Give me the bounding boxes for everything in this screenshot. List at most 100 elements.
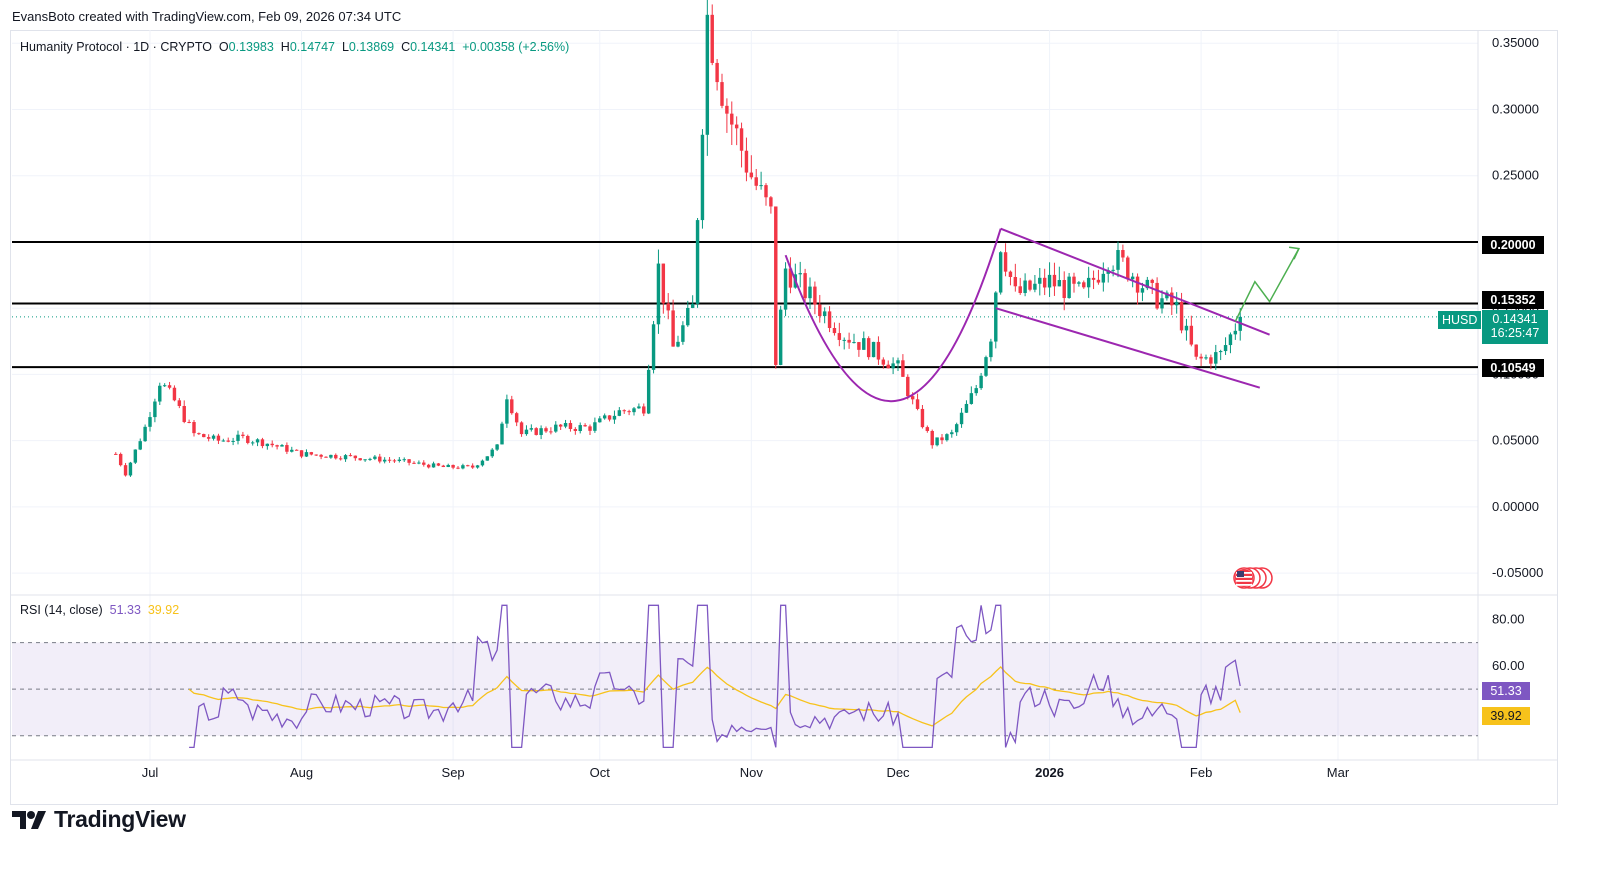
- candle-body: [422, 462, 426, 465]
- time-tick-label: Oct: [590, 765, 611, 780]
- open-label: O: [218, 40, 229, 54]
- close-label: C: [401, 40, 411, 54]
- candle-body: [514, 413, 519, 423]
- candle-body: [1101, 273, 1106, 283]
- rsi-tick-label: 80.00: [1492, 611, 1525, 626]
- candle-body: [382, 459, 387, 462]
- candle-body: [177, 400, 182, 406]
- candle-body: [954, 424, 959, 433]
- candle-body: [534, 428, 538, 435]
- candle-body: [852, 342, 856, 344]
- candle-body: [1135, 276, 1140, 293]
- brand-logo[interactable]: TradingView: [12, 806, 186, 833]
- candle-body: [994, 292, 998, 342]
- time-tick-label: Aug: [290, 765, 313, 780]
- candle-body: [959, 412, 964, 425]
- rsi-label[interactable]: RSI (14, close): [20, 603, 103, 617]
- candle-body: [1023, 280, 1027, 294]
- candle-body: [979, 375, 983, 389]
- candle-body: [549, 431, 553, 433]
- candle-body: [1052, 274, 1057, 287]
- candle-body: [827, 311, 832, 329]
- candle-body: [519, 422, 524, 435]
- price-tick-label: 0.05000: [1492, 433, 1539, 448]
- candle-body: [1067, 276, 1071, 299]
- candle-body: [915, 399, 920, 409]
- candle-body: [202, 434, 206, 438]
- candle-body: [832, 328, 837, 334]
- rsi-ma-value: 39.92: [147, 603, 180, 617]
- candle-body: [583, 425, 587, 427]
- attribution-text: EvansBoto created with TradingView.com, …: [12, 9, 402, 24]
- candle-body: [299, 450, 304, 457]
- projection-path: [1234, 248, 1300, 322]
- horizontal-levels: [12, 240, 1478, 369]
- projection-arrowhead: [1289, 246, 1301, 260]
- candle-body: [705, 14, 710, 135]
- candle-body: [627, 411, 631, 413]
- candle-body: [803, 273, 807, 299]
- candle-body: [211, 435, 216, 439]
- candle-body: [622, 410, 626, 412]
- candle-body: [837, 333, 842, 340]
- price-tick-label: 0.35000: [1492, 35, 1539, 50]
- candle-body: [808, 286, 812, 299]
- cup-pattern-curve: [784, 228, 1002, 403]
- candle-body: [1121, 250, 1125, 258]
- candle-body: [813, 286, 817, 305]
- candle-body: [231, 440, 235, 442]
- candle-body: [866, 338, 871, 358]
- candle-body: [348, 455, 353, 457]
- candle-body: [153, 401, 157, 418]
- candle-body: [368, 458, 372, 460]
- candle-body: [280, 445, 284, 447]
- candle-body: [554, 424, 558, 432]
- symbol-name[interactable]: Humanity Protocol · 1D · CRYPTO: [20, 40, 212, 54]
- flag-stripe: [1236, 584, 1252, 586]
- candle-body: [1199, 356, 1203, 359]
- price-tick-label: 0.00000: [1492, 499, 1539, 514]
- us-flag-icon[interactable]: [1233, 567, 1273, 589]
- grid-lines: [10, 30, 1558, 761]
- candle-body: [891, 363, 895, 369]
- ohlc-legend: Humanity Protocol · 1D · CRYPTO O0.13983…: [20, 40, 569, 54]
- rsi-legend: RSI (14, close) 51.33 39.92: [20, 603, 179, 617]
- candle-body: [646, 369, 651, 414]
- candle-body: [602, 415, 607, 419]
- candle-body: [1170, 292, 1174, 306]
- candle-body: [1018, 286, 1022, 294]
- candle-body: [1116, 250, 1120, 270]
- candle-body: [710, 14, 714, 63]
- candle-body: [544, 428, 548, 432]
- candle-body: [725, 105, 729, 114]
- candle-body: [822, 311, 827, 317]
- flag-stripe: [1236, 580, 1252, 582]
- candle-body: [197, 433, 201, 435]
- candle-body: [329, 454, 333, 458]
- candle-body: [1013, 276, 1018, 287]
- candle-body: [1150, 279, 1154, 283]
- candle-body: [1082, 282, 1086, 288]
- candle-body: [588, 426, 592, 431]
- candle-body: [260, 439, 265, 447]
- candle-body: [871, 341, 876, 358]
- candle-body: [524, 429, 529, 435]
- candle-body: [236, 434, 240, 441]
- candle-body: [182, 405, 186, 422]
- candle-body: [456, 467, 460, 469]
- candle-body: [568, 423, 573, 429]
- candle-body: [739, 128, 744, 151]
- candle-body: [451, 464, 455, 468]
- candle-body: [1140, 288, 1145, 293]
- candle-body: [319, 454, 323, 457]
- candle-body: [446, 464, 450, 468]
- candle-body: [373, 456, 377, 459]
- ticker-tag: HUSD: [1438, 311, 1482, 329]
- candle-body: [172, 387, 177, 401]
- candle-body: [1218, 351, 1223, 353]
- candle-body: [1077, 282, 1081, 284]
- candle-body: [290, 449, 294, 452]
- candle-body: [730, 113, 734, 125]
- candle-body: [695, 220, 700, 304]
